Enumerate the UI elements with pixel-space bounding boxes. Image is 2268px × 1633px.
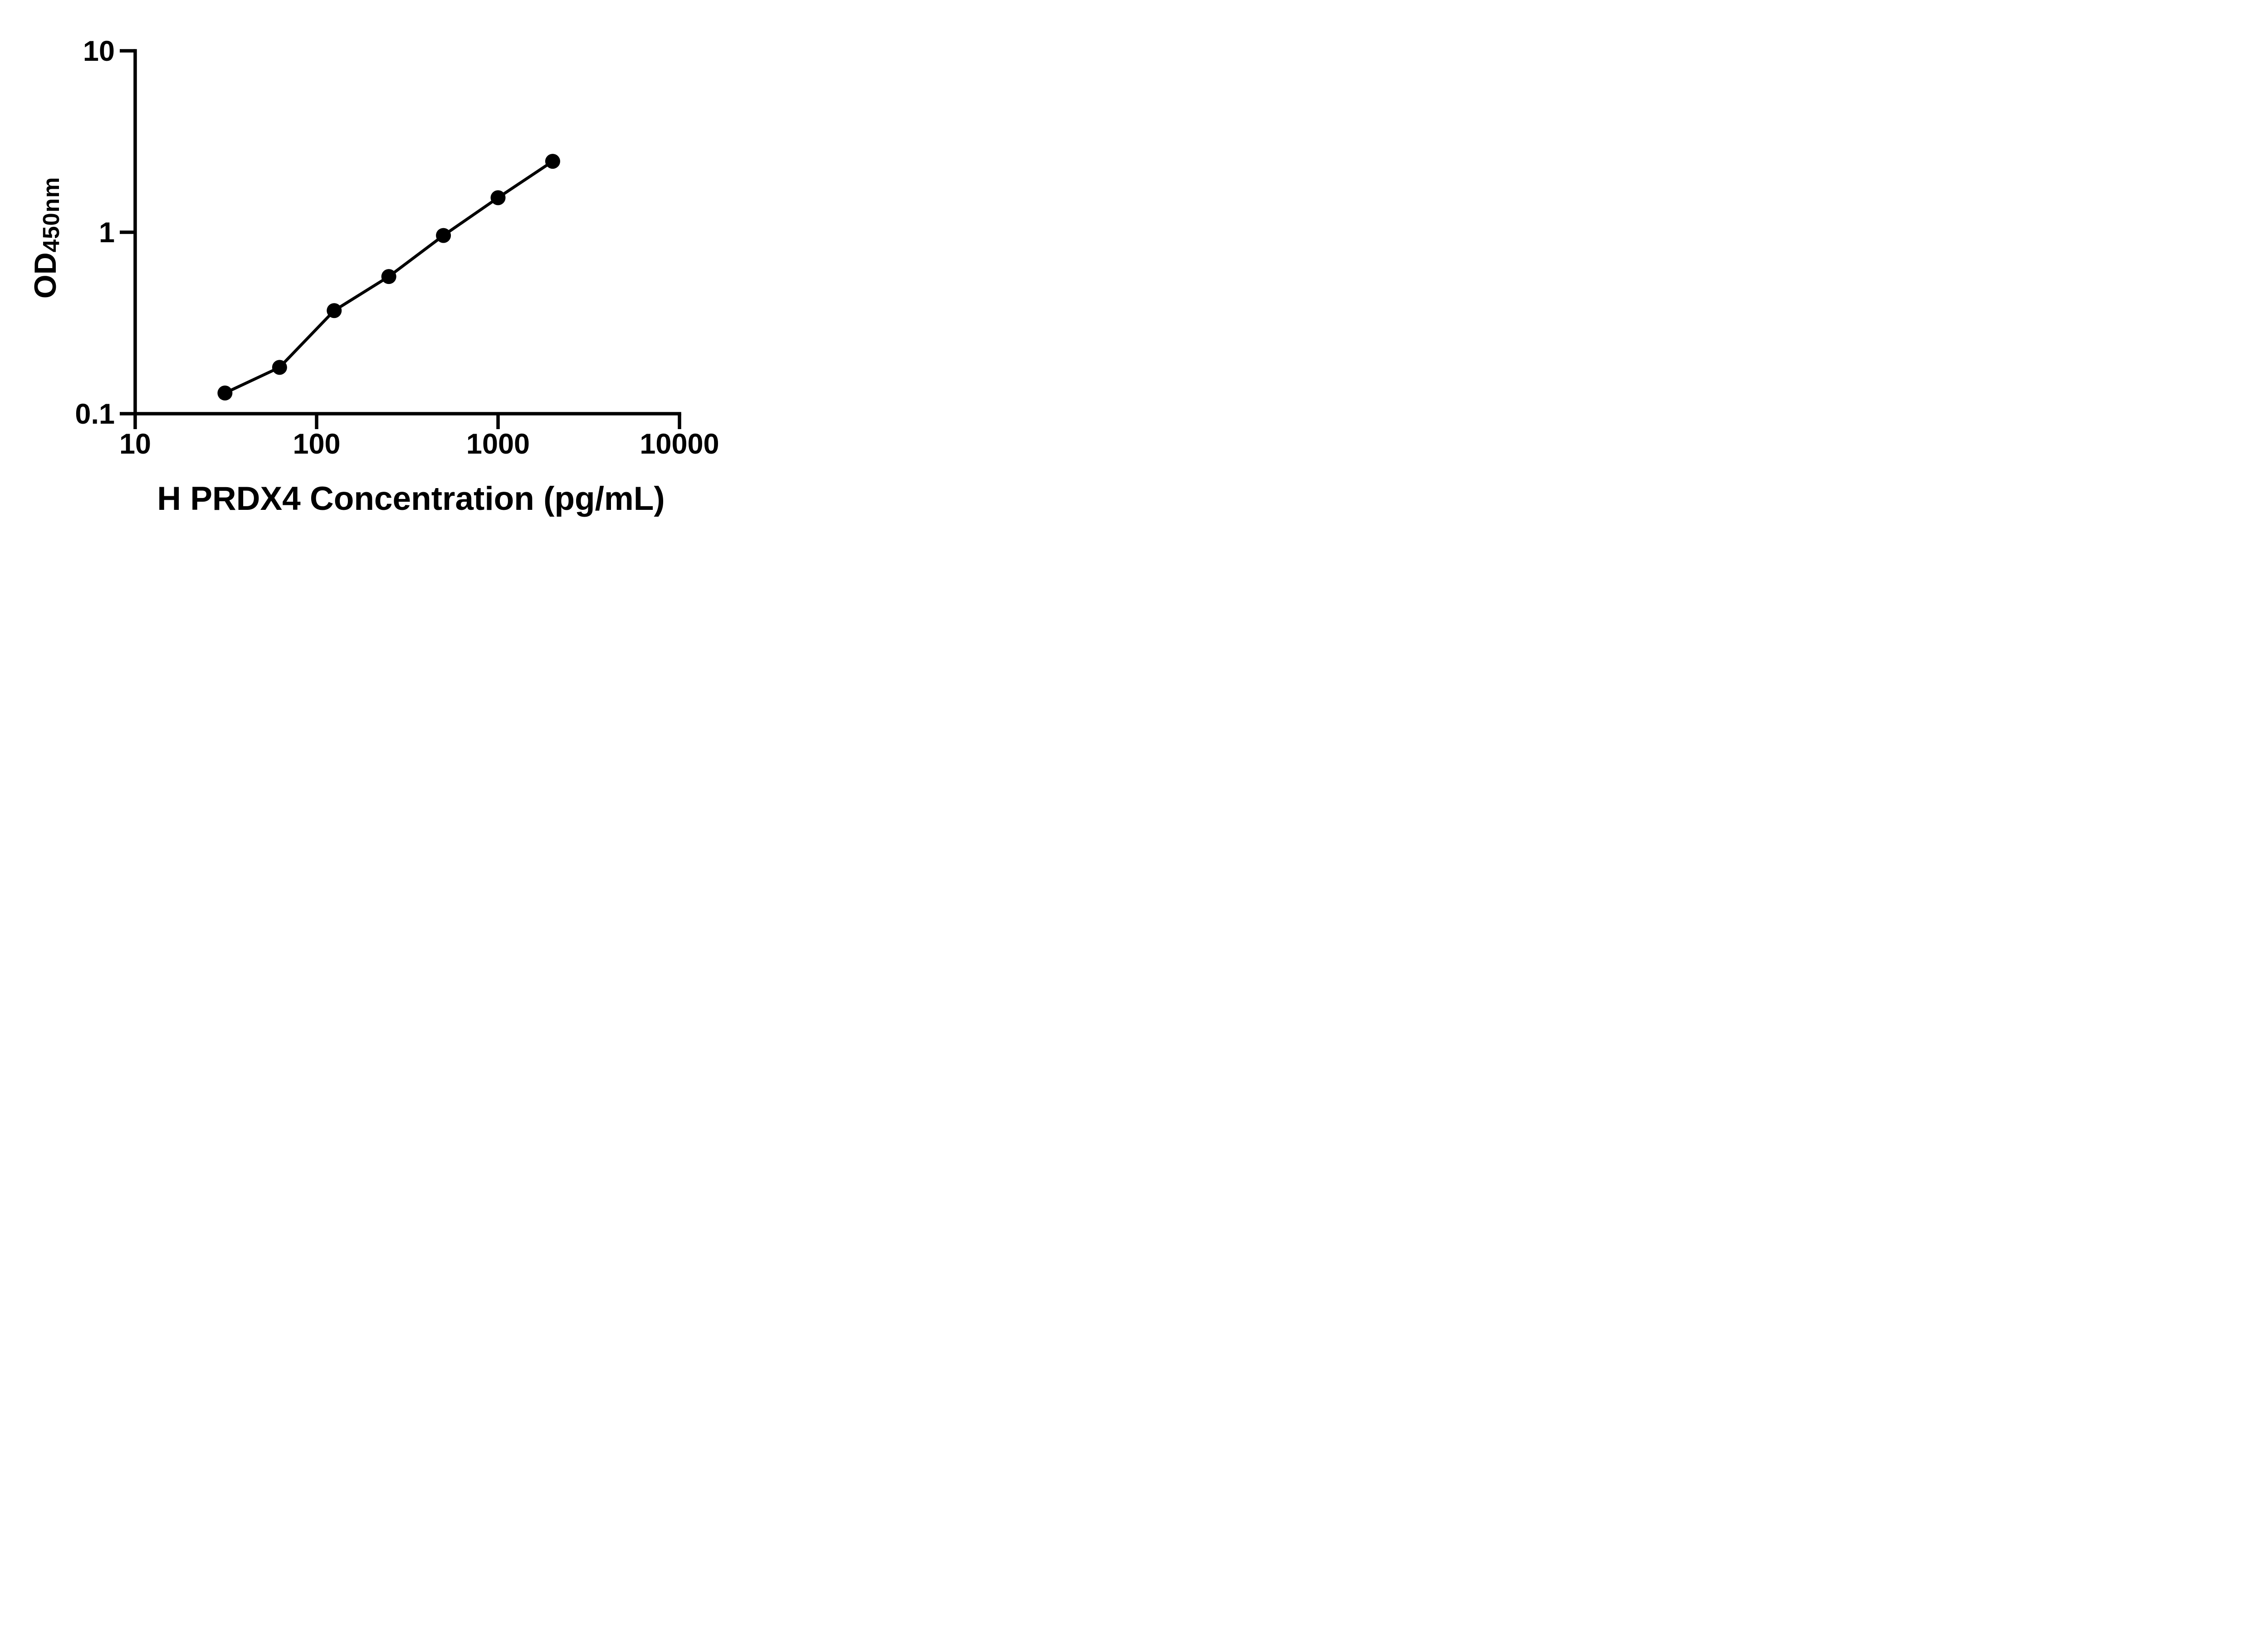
data-point xyxy=(436,228,451,243)
data-point xyxy=(217,385,233,401)
data-point xyxy=(545,154,560,169)
elisa-standard-curve-figure: 10 1 0.1 10 100 1000 10000 H PRDX4 Concentrati… xyxy=(0,0,763,544)
data-point xyxy=(327,303,342,318)
x-axis-title: H PRDX4 Concentration (pg/mL) xyxy=(157,480,665,517)
x-tick-label: 1000 xyxy=(466,428,530,460)
y-tick-label: 0.1 xyxy=(75,398,115,430)
y-axis-title-sub: 450nm xyxy=(38,176,64,253)
x-tick-label: 100 xyxy=(293,428,340,460)
x-tick-label: 10000 xyxy=(640,428,719,460)
data-point xyxy=(272,360,287,375)
y-axis-title: OD450nm xyxy=(28,176,64,299)
y-axis-title-main: OD xyxy=(28,252,63,299)
data-point xyxy=(381,269,396,284)
x-tick-label: 10 xyxy=(119,428,151,460)
data-point xyxy=(490,190,506,205)
y-tick-label: 10 xyxy=(83,35,115,67)
y-tick-label: 1 xyxy=(99,217,115,249)
